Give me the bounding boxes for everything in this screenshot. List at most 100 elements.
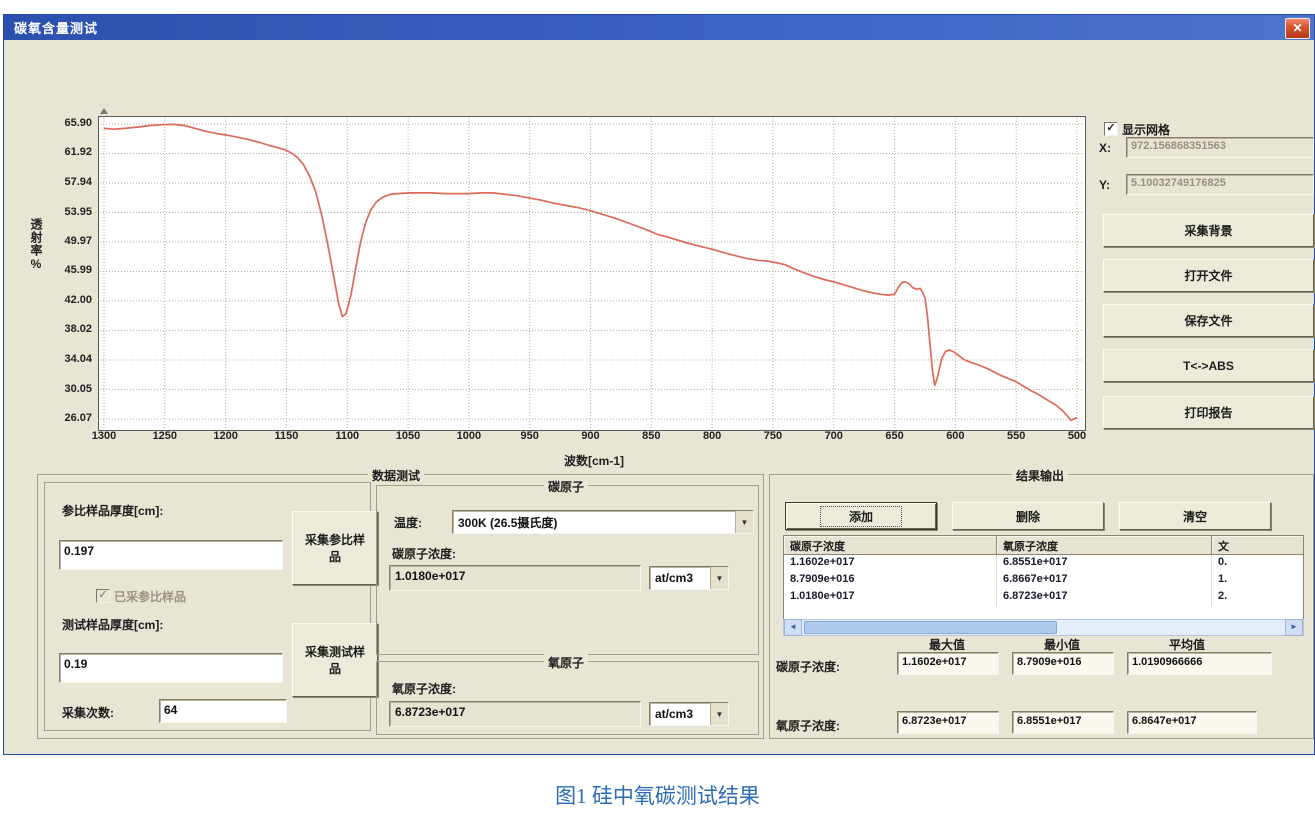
cell: 1.0180e+017	[784, 589, 997, 606]
oxygen-conc-label: 氧原子浓度:	[392, 682, 456, 696]
y-tick: 26.07	[64, 412, 92, 424]
header-oxygen-conc[interactable]: 氧原子浓度	[997, 536, 1212, 554]
test-thickness-input[interactable]: 0.19	[59, 653, 283, 683]
stat-oxygen-label: 氧原子浓度:	[776, 719, 840, 733]
header-carbon-conc[interactable]: 碳原子浓度	[784, 536, 997, 554]
table-row[interactable]: 8.7909e+016 6.8667e+017 1.	[784, 572, 1303, 589]
scrollbar-thumb[interactable]	[804, 621, 1058, 634]
table-row[interactable]: 1.1602e+017 6.8551e+017 0.	[784, 555, 1303, 572]
app-window: 碳氧含量测试 ✕ 透射率% 波数[cm-1] 65.90 61.92 57.94 53…	[3, 14, 1315, 755]
stat-carbon-min: 8.7909e+016	[1012, 652, 1114, 675]
temperature-value: 300K (26.5摄氏度)	[458, 515, 558, 530]
table-horizontal-scrollbar[interactable]: ◄ ►	[783, 619, 1304, 636]
collect-test-sample-button[interactable]: 采集测试样品	[292, 623, 378, 697]
stat-avg-header: 平均值	[1168, 638, 1205, 652]
header-file[interactable]: 文	[1212, 536, 1303, 554]
y-tick: 42.00	[64, 294, 92, 306]
y-tick: 34.04	[64, 352, 92, 365]
results-table-header: 碳原子浓度 氧原子浓度 文	[784, 536, 1303, 555]
chevron-down-icon[interactable]: ▼	[735, 511, 753, 533]
carbon-conc-label: 碳原子浓度:	[392, 547, 456, 561]
titlebar[interactable]: 碳氧含量测试 ✕	[4, 15, 1314, 40]
stat-oxygen-min: 6.8551e+017	[1012, 711, 1114, 734]
cell: 0.	[1218, 556, 1228, 568]
y-axis-title: 透射率%	[29, 218, 43, 272]
cursor-x-field[interactable]: 972.156868351563	[1126, 137, 1314, 158]
window-title: 碳氧含量测试	[14, 21, 99, 36]
cursor-x-label: X:	[1099, 141, 1111, 155]
cell: 1.	[1218, 573, 1228, 585]
temperature-select[interactable]: 300K (26.5摄氏度) ▼	[452, 510, 754, 534]
y-tick: 38.02	[64, 323, 92, 336]
x-tick: 1000	[456, 430, 482, 442]
scan-count-label: 采集次数:	[62, 706, 114, 720]
carbon-group-title: 碳原子	[544, 478, 589, 495]
dialog-body: 透射率% 波数[cm-1] 65.90 61.92 57.94 53.95 49.97 4…	[4, 40, 1314, 754]
clear-results-button[interactable]: 清空	[1119, 502, 1271, 530]
save-file-button[interactable]: 保存文件	[1103, 304, 1314, 337]
oxygen-unit-select[interactable]: at/cm3 ▼	[649, 702, 729, 726]
stat-carbon-max: 1.1602e+017	[897, 652, 999, 675]
stat-min-header: 最小值	[1043, 638, 1080, 652]
spectrum-plot[interactable]	[98, 116, 1086, 431]
y-tick: 57.94	[64, 175, 92, 188]
spectrum-curve	[100, 118, 1084, 429]
collect-ref-sample-button[interactable]: 采集参比样品	[292, 511, 378, 585]
ref-thickness-input[interactable]: 0.197	[59, 540, 283, 570]
x-tick: 750	[763, 430, 783, 442]
y-tick: 45.99	[64, 264, 92, 277]
results-table[interactable]: 碳原子浓度 氧原子浓度 文 1.1602e+017 6.8551e+017 0.…	[783, 535, 1304, 621]
add-result-button[interactable]: 添加	[785, 502, 937, 530]
chevron-down-icon[interactable]: ▼	[710, 703, 728, 725]
x-tick: 1050	[395, 430, 421, 442]
carbon-unit-select[interactable]: at/cm3 ▼	[649, 566, 729, 590]
cursor-y-field[interactable]: 5.10032749176825	[1126, 174, 1314, 195]
x-tick: 550	[1007, 430, 1026, 442]
x-tick: 1150	[274, 430, 299, 442]
y-tick: 53.95	[64, 205, 92, 218]
show-grid-checkbox[interactable]: ✓	[1104, 122, 1118, 136]
results-group-title: 结果输出	[1012, 467, 1069, 484]
oxygen-unit-value: at/cm3	[655, 707, 694, 721]
x-tick: 800	[702, 430, 722, 442]
temperature-label: 温度:	[394, 516, 422, 530]
chevron-down-icon[interactable]: ▼	[710, 567, 728, 589]
x-tick: 1200	[213, 430, 238, 442]
ref-thickness-label: 参比样品厚度[cm]:	[62, 504, 164, 518]
delete-result-button[interactable]: 删除	[952, 502, 1104, 530]
cell: 2.	[1218, 590, 1228, 602]
open-file-button[interactable]: 打开文件	[1103, 259, 1314, 292]
t-abs-toggle-button[interactable]: T<->ABS	[1103, 349, 1314, 382]
oxygen-group-title: 氧原子	[544, 654, 589, 671]
y-tick: 49.97	[64, 234, 92, 247]
scroll-left-icon[interactable]: ◄	[784, 619, 802, 636]
x-tick: 700	[824, 430, 843, 442]
carbon-unit-value: at/cm3	[655, 571, 694, 585]
scan-count-input[interactable]: 64	[159, 699, 287, 723]
print-report-button[interactable]: 打印报告	[1103, 396, 1314, 429]
stat-carbon-label: 碳原子浓度:	[776, 660, 840, 674]
x-tick: 900	[581, 430, 600, 442]
ref-collected-label: 已采参比样品	[114, 590, 187, 604]
data-test-group-title: 数据测试	[368, 467, 425, 484]
scroll-right-icon[interactable]: ►	[1285, 619, 1303, 636]
cell: 6.8667e+017	[997, 572, 1212, 589]
oxygen-conc-field[interactable]: 6.8723e+017	[389, 701, 641, 727]
carbon-conc-field[interactable]: 1.0180e+017	[389, 565, 641, 591]
close-button[interactable]: ✕	[1285, 18, 1310, 39]
collect-background-button[interactable]: 采集背景	[1103, 214, 1314, 247]
y-tick: 65.90	[64, 117, 92, 129]
cell: 6.8723e+017	[997, 589, 1212, 606]
x-tick: 1100	[335, 430, 360, 442]
ref-collected-checkbox[interactable]: ✓	[96, 589, 110, 603]
table-row[interactable]: 1.0180e+017 6.8723e+017 2.	[784, 589, 1303, 606]
sample-subpanel	[44, 482, 371, 731]
close-icon: ✕	[1292, 21, 1303, 35]
y-tick: 30.05	[64, 382, 92, 395]
scrollbar-track[interactable]	[802, 620, 1285, 635]
x-tick: 850	[642, 430, 661, 442]
cell: 1.1602e+017	[784, 555, 997, 572]
x-tick: 1250	[152, 430, 178, 442]
x-tick: 650	[885, 430, 904, 442]
